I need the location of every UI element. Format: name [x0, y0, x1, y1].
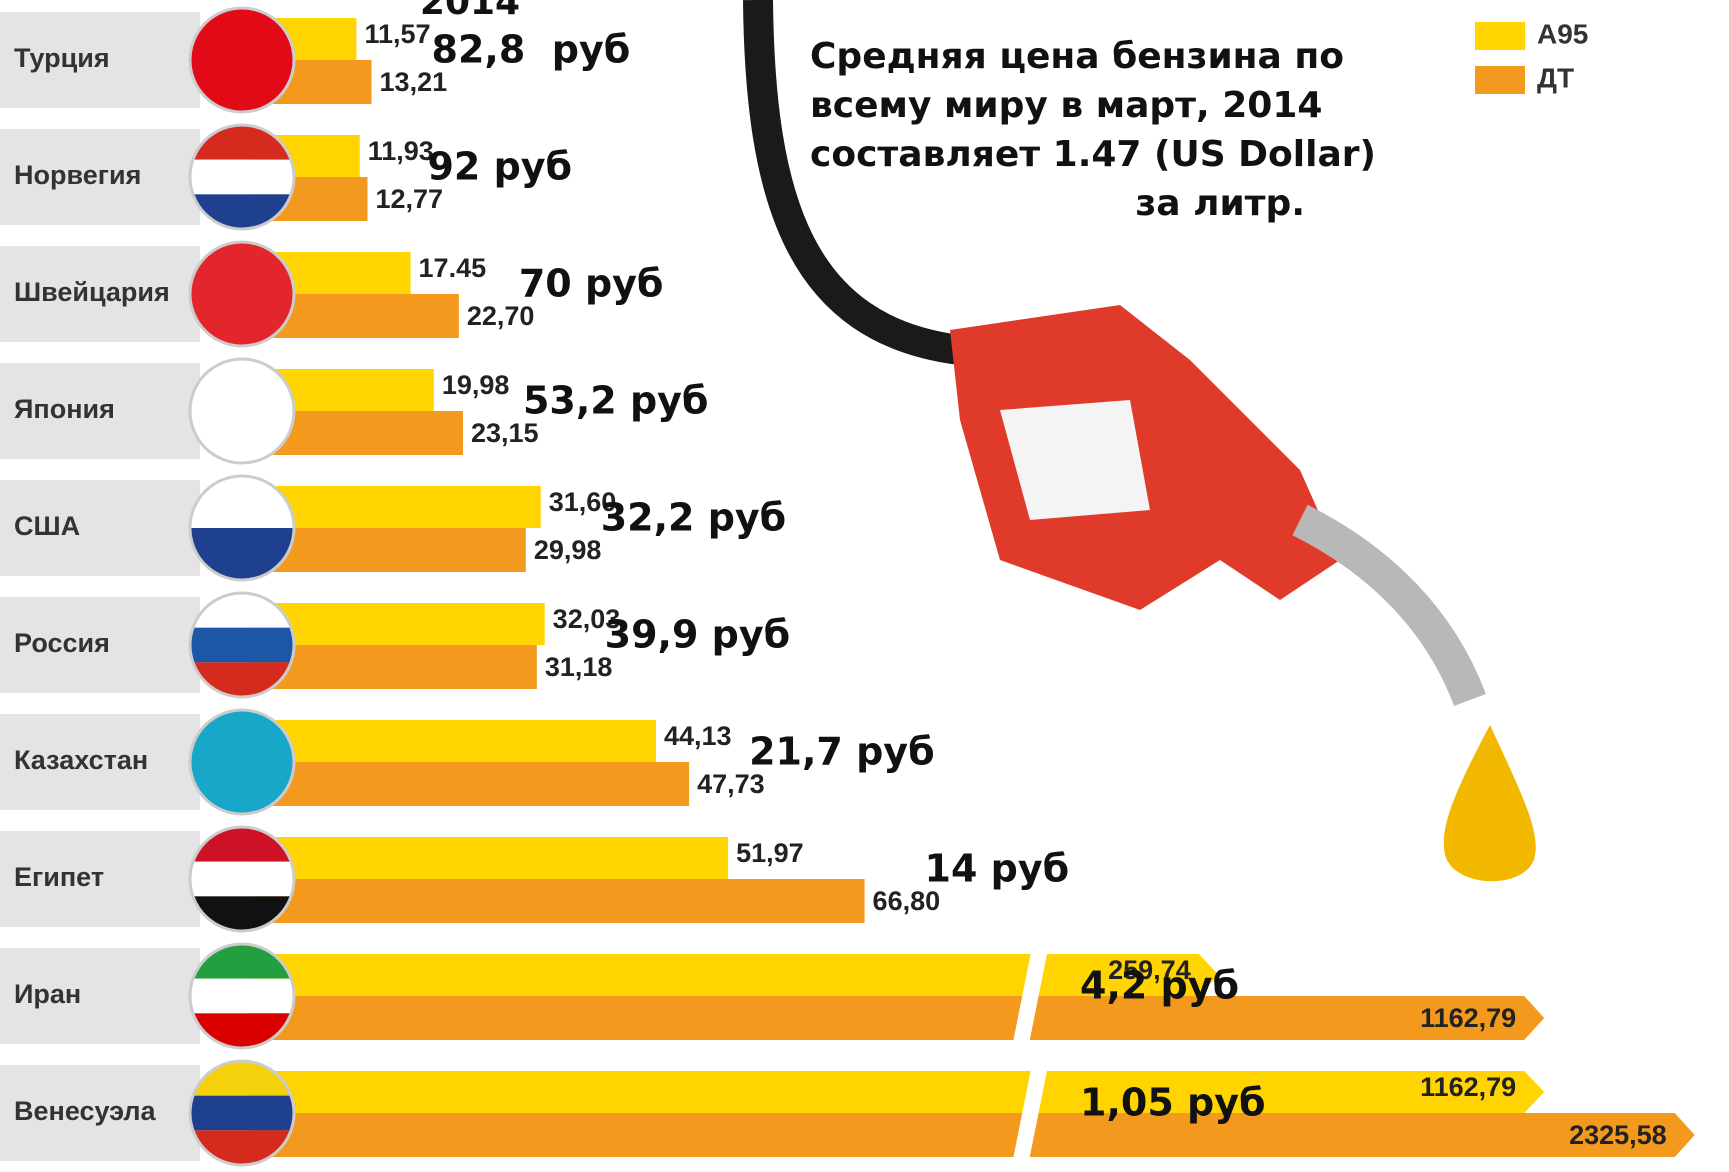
flag-stripe [190, 979, 294, 1014]
flag-stripe [190, 827, 294, 862]
annotation: всему миру в март, 2014 [810, 85, 1322, 126]
chart: 2014 Турция 11,57 13,2182,8 руб Норвегия 11,… [0, 0, 1729, 1172]
value-label: 51,97 [736, 838, 804, 868]
value-label: 12,77 [375, 184, 443, 214]
flag-stripe [190, 528, 294, 580]
flag-stripe [190, 593, 294, 628]
price-label: 14 руб [925, 847, 1070, 891]
value-label: 1162,79 [1420, 1003, 1516, 1033]
price-label: 1,05 руб [1080, 1081, 1266, 1125]
value-label: 13,21 [380, 67, 448, 97]
flag-stripe [190, 628, 294, 663]
category-label: США [14, 511, 80, 541]
bar [250, 1071, 1544, 1113]
bar [250, 762, 689, 806]
value-label: 22,70 [467, 301, 535, 331]
annotation: Средняя цена бензина по [810, 36, 1344, 77]
flag-stripe [190, 896, 294, 931]
price-label: 82,8 руб [432, 28, 631, 72]
flag-stripe [190, 944, 294, 979]
price-label: 53,2 руб [523, 379, 709, 423]
bar [250, 837, 728, 879]
flag-stripe [190, 1061, 294, 1096]
price-label: 32,2 руб [601, 496, 787, 540]
legend-label: ДТ [1537, 62, 1574, 93]
bar [250, 1113, 1695, 1157]
flag-stripe [190, 160, 294, 195]
value-label: 44,13 [664, 721, 732, 751]
flag-stripe [190, 125, 294, 160]
flag-stripe [190, 1013, 294, 1048]
flag-stripe [190, 1096, 294, 1131]
value-label: 17.45 [419, 253, 487, 283]
category-label: Египет [14, 862, 104, 892]
bar [250, 954, 1219, 996]
flag-stripe [190, 862, 294, 897]
bar [250, 879, 865, 923]
legend-swatch [1475, 22, 1525, 50]
category-label: Япония [14, 394, 115, 424]
value-label: 47,73 [697, 769, 765, 799]
bar [250, 720, 656, 762]
legend-label: A95 [1537, 18, 1588, 49]
annotation: за литр. [1135, 183, 1305, 224]
price-label: 21,7 руб [749, 730, 935, 774]
value-label: 66,80 [873, 886, 941, 916]
category-label: Казахстан [14, 745, 148, 775]
flag-stripe [190, 194, 294, 229]
annotation: составляет 1.47 (US Dollar) [810, 134, 1376, 175]
price-label: 70 руб [519, 262, 664, 306]
value-label: 11,93 [368, 136, 434, 166]
chart-title: 2014 [420, 0, 520, 23]
category-label: Венесуэла [14, 1096, 157, 1126]
price-label: 39,9 руб [605, 613, 791, 657]
value-label: 31,18 [545, 652, 613, 682]
price-label: 92 руб [427, 145, 572, 189]
value-label: 11,57 [364, 19, 430, 49]
price-label: 4,2 руб [1080, 964, 1239, 1008]
flag-stripe [190, 476, 294, 528]
category-label: Россия [14, 628, 110, 658]
legend-swatch [1475, 66, 1525, 94]
value-label: 19,98 [442, 370, 510, 400]
value-label: 1162,79 [1420, 1072, 1516, 1102]
flag-stripe [190, 662, 294, 697]
category-label: Норвегия [14, 160, 141, 190]
value-label: 2325,58 [1569, 1120, 1667, 1150]
category-label: Турция [14, 43, 110, 73]
value-label: 29,98 [534, 535, 602, 565]
category-label: Швейцария [14, 277, 170, 307]
value-label: 23,15 [471, 418, 539, 448]
bar [250, 996, 1544, 1040]
category-label: Иран [14, 979, 81, 1009]
flag-stripe [190, 1130, 294, 1165]
